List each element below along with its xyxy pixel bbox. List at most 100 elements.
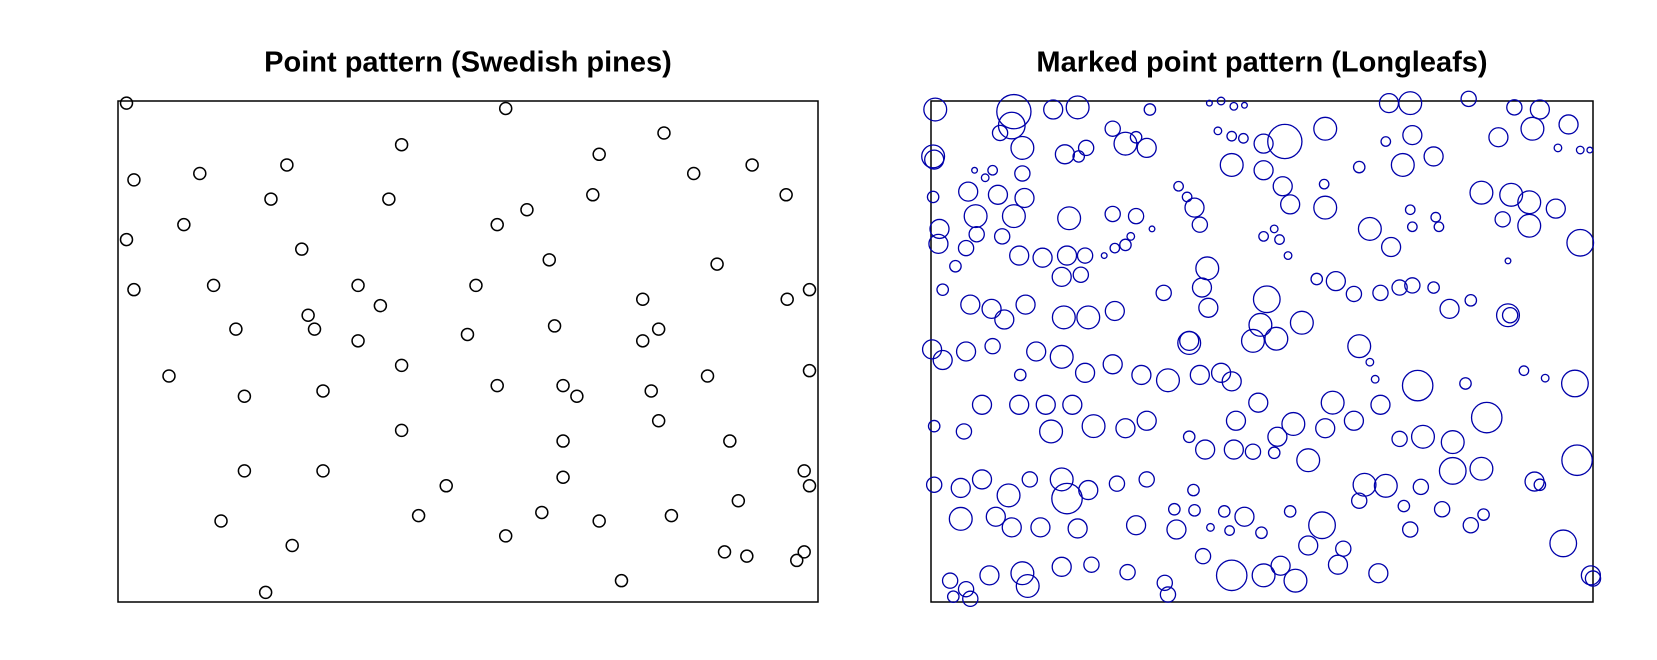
bubble xyxy=(1009,394,1030,415)
bubble xyxy=(1438,456,1467,485)
point xyxy=(127,282,141,297)
bubble xyxy=(1213,126,1223,136)
bubble xyxy=(1370,374,1380,384)
bubble xyxy=(1219,152,1244,178)
bubble xyxy=(1148,225,1156,233)
bubble xyxy=(1499,182,1524,207)
point xyxy=(490,217,504,232)
point xyxy=(779,188,793,202)
bubble xyxy=(1464,293,1478,307)
bubble xyxy=(1129,130,1143,144)
bubble xyxy=(1248,312,1273,337)
bubble xyxy=(1545,198,1566,219)
bubble xyxy=(985,506,1006,527)
bubble xyxy=(1115,418,1136,439)
bubble xyxy=(1191,216,1209,233)
point xyxy=(780,292,794,307)
point xyxy=(316,384,330,398)
point xyxy=(586,188,600,202)
point xyxy=(717,545,732,559)
bubble xyxy=(1173,180,1184,192)
bubble xyxy=(1021,471,1039,488)
bubble xyxy=(955,341,977,362)
bubble xyxy=(950,477,971,499)
bubble xyxy=(1401,369,1434,402)
point xyxy=(802,363,817,378)
point xyxy=(556,434,570,448)
bubble xyxy=(1380,136,1392,147)
bubble xyxy=(1188,503,1201,517)
bubble xyxy=(1283,505,1297,518)
bubble xyxy=(1283,251,1293,261)
bubble xyxy=(1313,195,1338,220)
bubble xyxy=(1310,272,1324,286)
bubble xyxy=(1267,446,1281,460)
bubble xyxy=(1540,373,1550,383)
bubble xyxy=(1159,586,1177,603)
bubble xyxy=(1062,394,1083,415)
bubble xyxy=(1210,362,1232,383)
bubble xyxy=(1108,475,1126,492)
point xyxy=(316,464,330,478)
bubble xyxy=(1054,144,1076,165)
point xyxy=(264,192,278,206)
point xyxy=(635,334,650,348)
bubble xyxy=(1143,103,1157,116)
bubble xyxy=(1051,556,1072,577)
bubble xyxy=(1206,522,1215,532)
bubble xyxy=(1410,424,1436,449)
point xyxy=(790,553,804,568)
point xyxy=(351,278,365,293)
bubble xyxy=(1104,300,1125,322)
bubble xyxy=(987,164,999,176)
bubble xyxy=(1226,130,1238,142)
bubble xyxy=(1423,146,1444,167)
point xyxy=(797,464,811,478)
bubble xyxy=(979,565,1000,586)
bubble xyxy=(1558,114,1579,135)
bubble xyxy=(1225,410,1247,431)
bubble xyxy=(1318,178,1330,190)
point xyxy=(460,327,475,342)
bubble xyxy=(1240,328,1266,353)
bubble xyxy=(1313,116,1338,141)
bubble xyxy=(1517,190,1542,215)
bubble xyxy=(1126,231,1136,241)
bubble xyxy=(1370,394,1391,415)
bubble xyxy=(1100,252,1108,260)
bubble xyxy=(1078,479,1099,501)
bubble xyxy=(1252,285,1281,314)
bubble xyxy=(1238,132,1249,144)
bubble xyxy=(996,483,1021,508)
bubble xyxy=(1433,501,1451,518)
bubble xyxy=(1167,502,1181,516)
bubble xyxy=(1357,216,1382,241)
bubble xyxy=(948,506,973,531)
bubble xyxy=(1156,574,1174,592)
bubble xyxy=(1244,443,1262,460)
bubble xyxy=(1191,277,1213,298)
bubble xyxy=(921,339,943,360)
bubble xyxy=(1520,116,1545,141)
bubble xyxy=(927,419,941,433)
bubble xyxy=(1083,556,1100,573)
point xyxy=(723,434,737,448)
point xyxy=(547,319,562,333)
point xyxy=(351,334,365,348)
bubble xyxy=(1350,492,1368,509)
bubble xyxy=(1221,371,1242,392)
bubble xyxy=(1215,559,1248,592)
point xyxy=(651,414,666,428)
bubble xyxy=(1057,206,1082,231)
point xyxy=(295,242,309,256)
bubble xyxy=(1184,197,1205,218)
bubble xyxy=(987,184,1009,205)
bubble xyxy=(1267,426,1288,447)
bubble xyxy=(971,469,993,490)
bubble xyxy=(1549,529,1578,558)
bubble xyxy=(1580,565,1602,586)
bubble xyxy=(1010,561,1035,586)
bubble xyxy=(1001,517,1022,538)
bubble xyxy=(981,298,1002,320)
